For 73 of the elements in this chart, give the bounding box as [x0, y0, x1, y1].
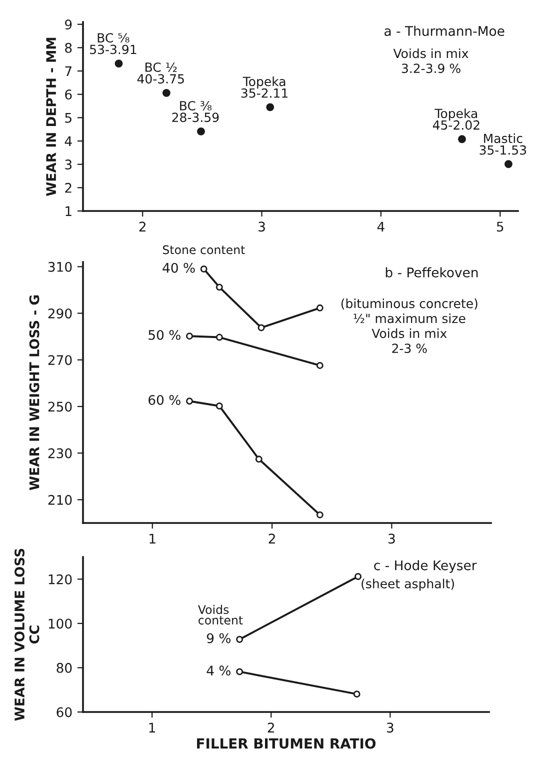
y-tick-label: 4 — [64, 136, 72, 146]
y-axis-title: WEAR IN WEIGHT LOSS - G — [29, 295, 40, 490]
x-tick-label: 1 — [149, 722, 156, 732]
y-axis-title: WEAR IN VOLUME LOSS CC — [14, 548, 40, 721]
chart-title: b - Peffekoven — [386, 267, 478, 278]
y-tick-label: 2 — [65, 182, 72, 193]
chart-title: c - Hode Keyser — [374, 560, 477, 573]
point — [266, 103, 274, 112]
annotation: BC ⅜ 28-3.59 — [172, 100, 219, 122]
point — [216, 334, 223, 341]
x-tick-label: 2 — [139, 222, 146, 232]
annotation: (sheet asphalt) — [362, 578, 454, 591]
y-tick-label: 5 — [65, 113, 72, 123]
point — [258, 324, 265, 332]
annotation: BC ⅝ 53-3.91 — [90, 33, 136, 54]
point — [316, 511, 324, 518]
point — [186, 332, 193, 340]
point — [216, 284, 223, 291]
point — [458, 135, 466, 144]
annotation: BC ½ 40-3.75 — [137, 62, 184, 84]
y-tick-label: 9 — [65, 20, 72, 30]
y-tick-label: 310 — [48, 262, 72, 272]
chart-title: a - Thurmann-Moe — [384, 26, 504, 36]
y-tick-label: 1 — [66, 206, 72, 216]
legend-title: Voids content — [198, 604, 243, 625]
point — [236, 668, 244, 676]
y-axis-title: WEAR IN DEPTH - MM — [46, 38, 56, 196]
point — [353, 690, 360, 698]
y-tick-label: 290 — [48, 308, 72, 318]
x-tick-label: 4 — [377, 222, 384, 232]
point — [255, 456, 262, 463]
point — [186, 398, 193, 405]
x-tick-label: 1 — [150, 534, 156, 544]
x-tick-label: 3 — [386, 722, 394, 733]
point — [200, 266, 208, 272]
y-tick-label: 80 — [56, 662, 72, 673]
y-tick-label: 7 — [65, 66, 72, 76]
point — [114, 60, 123, 68]
legend-title: Stone content — [162, 245, 245, 254]
y-tick-label: 210 — [48, 494, 72, 505]
point — [162, 88, 170, 97]
y-tick-label: 120 — [48, 574, 72, 584]
point — [216, 402, 223, 410]
x-tick-label: 3 — [258, 222, 265, 232]
point — [316, 362, 324, 369]
point — [236, 636, 244, 643]
y-tick-label: 270 — [48, 355, 72, 366]
series-label: 4 % — [206, 666, 231, 676]
x-tick-label: 3 — [388, 534, 395, 544]
annotation: Mastic 35-1.53 — [480, 133, 526, 155]
point — [197, 127, 205, 136]
y-tick-label: 6 — [65, 90, 72, 100]
y-tick-label: 60 — [56, 707, 72, 718]
x-tick-label: 2 — [268, 722, 274, 732]
point — [316, 304, 324, 312]
x-tick-label: 5 — [496, 222, 504, 232]
annotation: Topeka 45-2.02 — [432, 108, 480, 130]
point — [504, 160, 512, 168]
annotation: Voids in mix 3.2-3.9 % — [393, 48, 468, 74]
series-label: 60 % — [148, 394, 180, 405]
series-label: 40 % — [162, 262, 195, 273]
y-tick-label: 3 — [65, 160, 72, 170]
annotation: Topeka 35-2.11 — [241, 76, 288, 98]
y-tick-label: 230 — [48, 448, 72, 458]
x-tick-label: 2 — [268, 534, 275, 544]
y-tick-label: 100 — [48, 618, 72, 629]
y-tick-label: 250 — [48, 402, 72, 412]
y-tick-label: 8 — [65, 42, 72, 53]
annotation: (bituminous concrete) ½" maximum size Voids in mix 2-3 % — [341, 298, 478, 354]
point — [354, 573, 362, 580]
x-axis-title: FILLER BITUMEN RATIO — [197, 738, 376, 749]
series-label: 9 % — [206, 633, 231, 644]
series-label: 50 % — [148, 330, 180, 340]
